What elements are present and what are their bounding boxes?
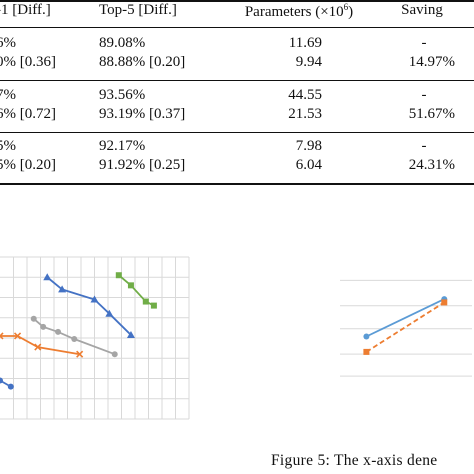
cell-saving: - [421,138,427,154]
header-parameters: Parameters (×106) [245,2,353,21]
data-point [363,348,370,355]
left-line-chart [0,256,190,420]
series-line [46,276,132,336]
table-header-rule [0,27,474,28]
cell-top5: 92.17% [99,138,146,154]
cell-params: 6.04 [295,157,322,173]
data-point [150,302,157,309]
cell-saving: - [421,87,427,103]
data-point [58,285,67,293]
cell-saving: - [421,35,427,51]
cell-top1: 5% [0.20] [0,157,56,173]
header-top5: Top-5 [Diff.] [99,2,177,18]
data-point [142,298,149,305]
data-point [0,332,4,340]
data-point [71,336,78,343]
cell-top1: 7% [0,87,16,103]
header-parameters-suffix: ) [348,4,354,20]
data-point [76,350,84,358]
cell-top1: 0% [0.36] [0,54,56,70]
data-point [441,299,448,306]
data-point [7,383,14,390]
data-point [13,332,22,340]
data-point [90,295,99,303]
cell-params: 11.69 [288,35,322,51]
data-point [127,282,134,289]
figure-caption: Figure 5: The x-axis dene [271,452,438,469]
cell-params: 9.94 [295,54,322,70]
cell-params: 7.98 [295,138,322,154]
cell-top5: 89.08% [99,35,146,51]
data-point [126,330,135,338]
data-point [111,351,118,358]
table-top-rule [0,0,474,2]
cell-saving: 24.31% [408,157,455,173]
data-point [0,377,3,384]
header-saving: Saving [401,2,443,18]
data-point [105,309,114,317]
cell-top5: 93.19% [0.37] [99,106,186,122]
data-point [55,328,62,335]
cell-top1: 6% [0.72] [0,106,56,122]
cell-top5: 93.56% [99,87,146,103]
table-group-rule-1 [0,80,474,81]
series-line [366,298,445,338]
table-group-rule-2 [0,132,474,133]
data-point [30,315,37,322]
cell-saving: 14.97% [408,54,455,70]
header-parameters-exponent: 6 [343,2,349,12]
table-bottom-rule [0,183,474,185]
data-point [43,273,52,281]
cell-top1: 5% [0,138,16,154]
series-line [0,335,80,356]
cell-top5: 91.92% [0.25] [99,157,186,173]
data-point [115,272,122,279]
header-top1: -1 [Diff.] [0,2,51,18]
series-line [118,274,155,307]
data-point [34,343,42,351]
header-parameters-text: Parameters (×10 [244,4,344,20]
cell-params: 44.55 [288,87,322,103]
data-point [40,323,47,330]
cell-params: 21.53 [288,106,322,122]
right-line-chart [340,279,472,377]
data-point [363,333,370,340]
series-line [365,301,445,353]
cell-top5: 88.88% [0.20] [99,54,186,70]
cell-saving: 51.67% [408,106,455,122]
cell-top1: 6% [0,35,16,51]
